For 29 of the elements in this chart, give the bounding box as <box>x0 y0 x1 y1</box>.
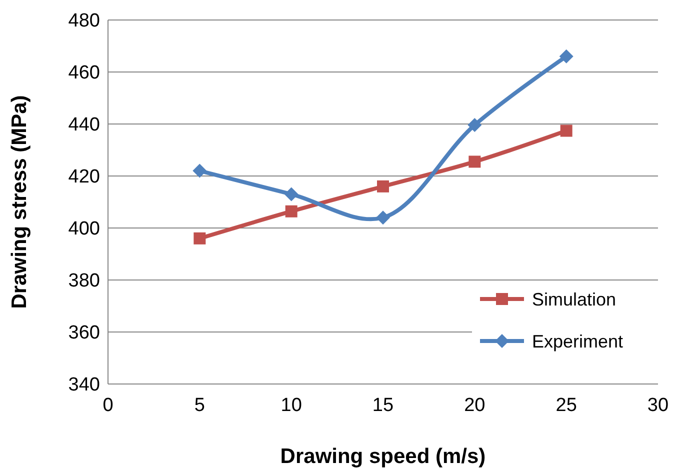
y-tick-label: 400 <box>68 218 100 240</box>
point <box>285 205 298 218</box>
y-tick-label: 360 <box>68 322 100 344</box>
point <box>559 49 574 64</box>
x-tick-label: 0 <box>102 395 114 416</box>
x-tick-label: 30 <box>647 395 669 416</box>
point <box>376 210 390 225</box>
point <box>468 118 482 132</box>
x-tick-label: 5 <box>194 395 205 416</box>
point <box>192 164 207 178</box>
y-axis-title: Drawing stress (MPa) <box>8 95 31 309</box>
legend-label: Experiment <box>532 331 624 352</box>
y-tick-label: 420 <box>68 166 100 188</box>
point <box>194 232 206 244</box>
x-tick-label: 20 <box>464 395 486 416</box>
y-tick-label: 380 <box>68 270 100 292</box>
point <box>560 124 572 137</box>
y-tick-label: 480 <box>68 10 100 32</box>
point <box>377 180 389 192</box>
point <box>468 156 481 168</box>
x-tick-label: 15 <box>372 395 394 416</box>
x-tick-label: 25 <box>556 395 577 416</box>
point <box>284 187 298 202</box>
x-axis-title: Drawing speed (m/s) <box>280 445 486 468</box>
y-tick-label: 340 <box>68 374 100 396</box>
y-tick-label: 460 <box>68 62 100 84</box>
x-tick-label: 10 <box>280 395 302 416</box>
legend-label: Simulation <box>532 289 616 310</box>
y-tick-label: 440 <box>68 114 100 136</box>
